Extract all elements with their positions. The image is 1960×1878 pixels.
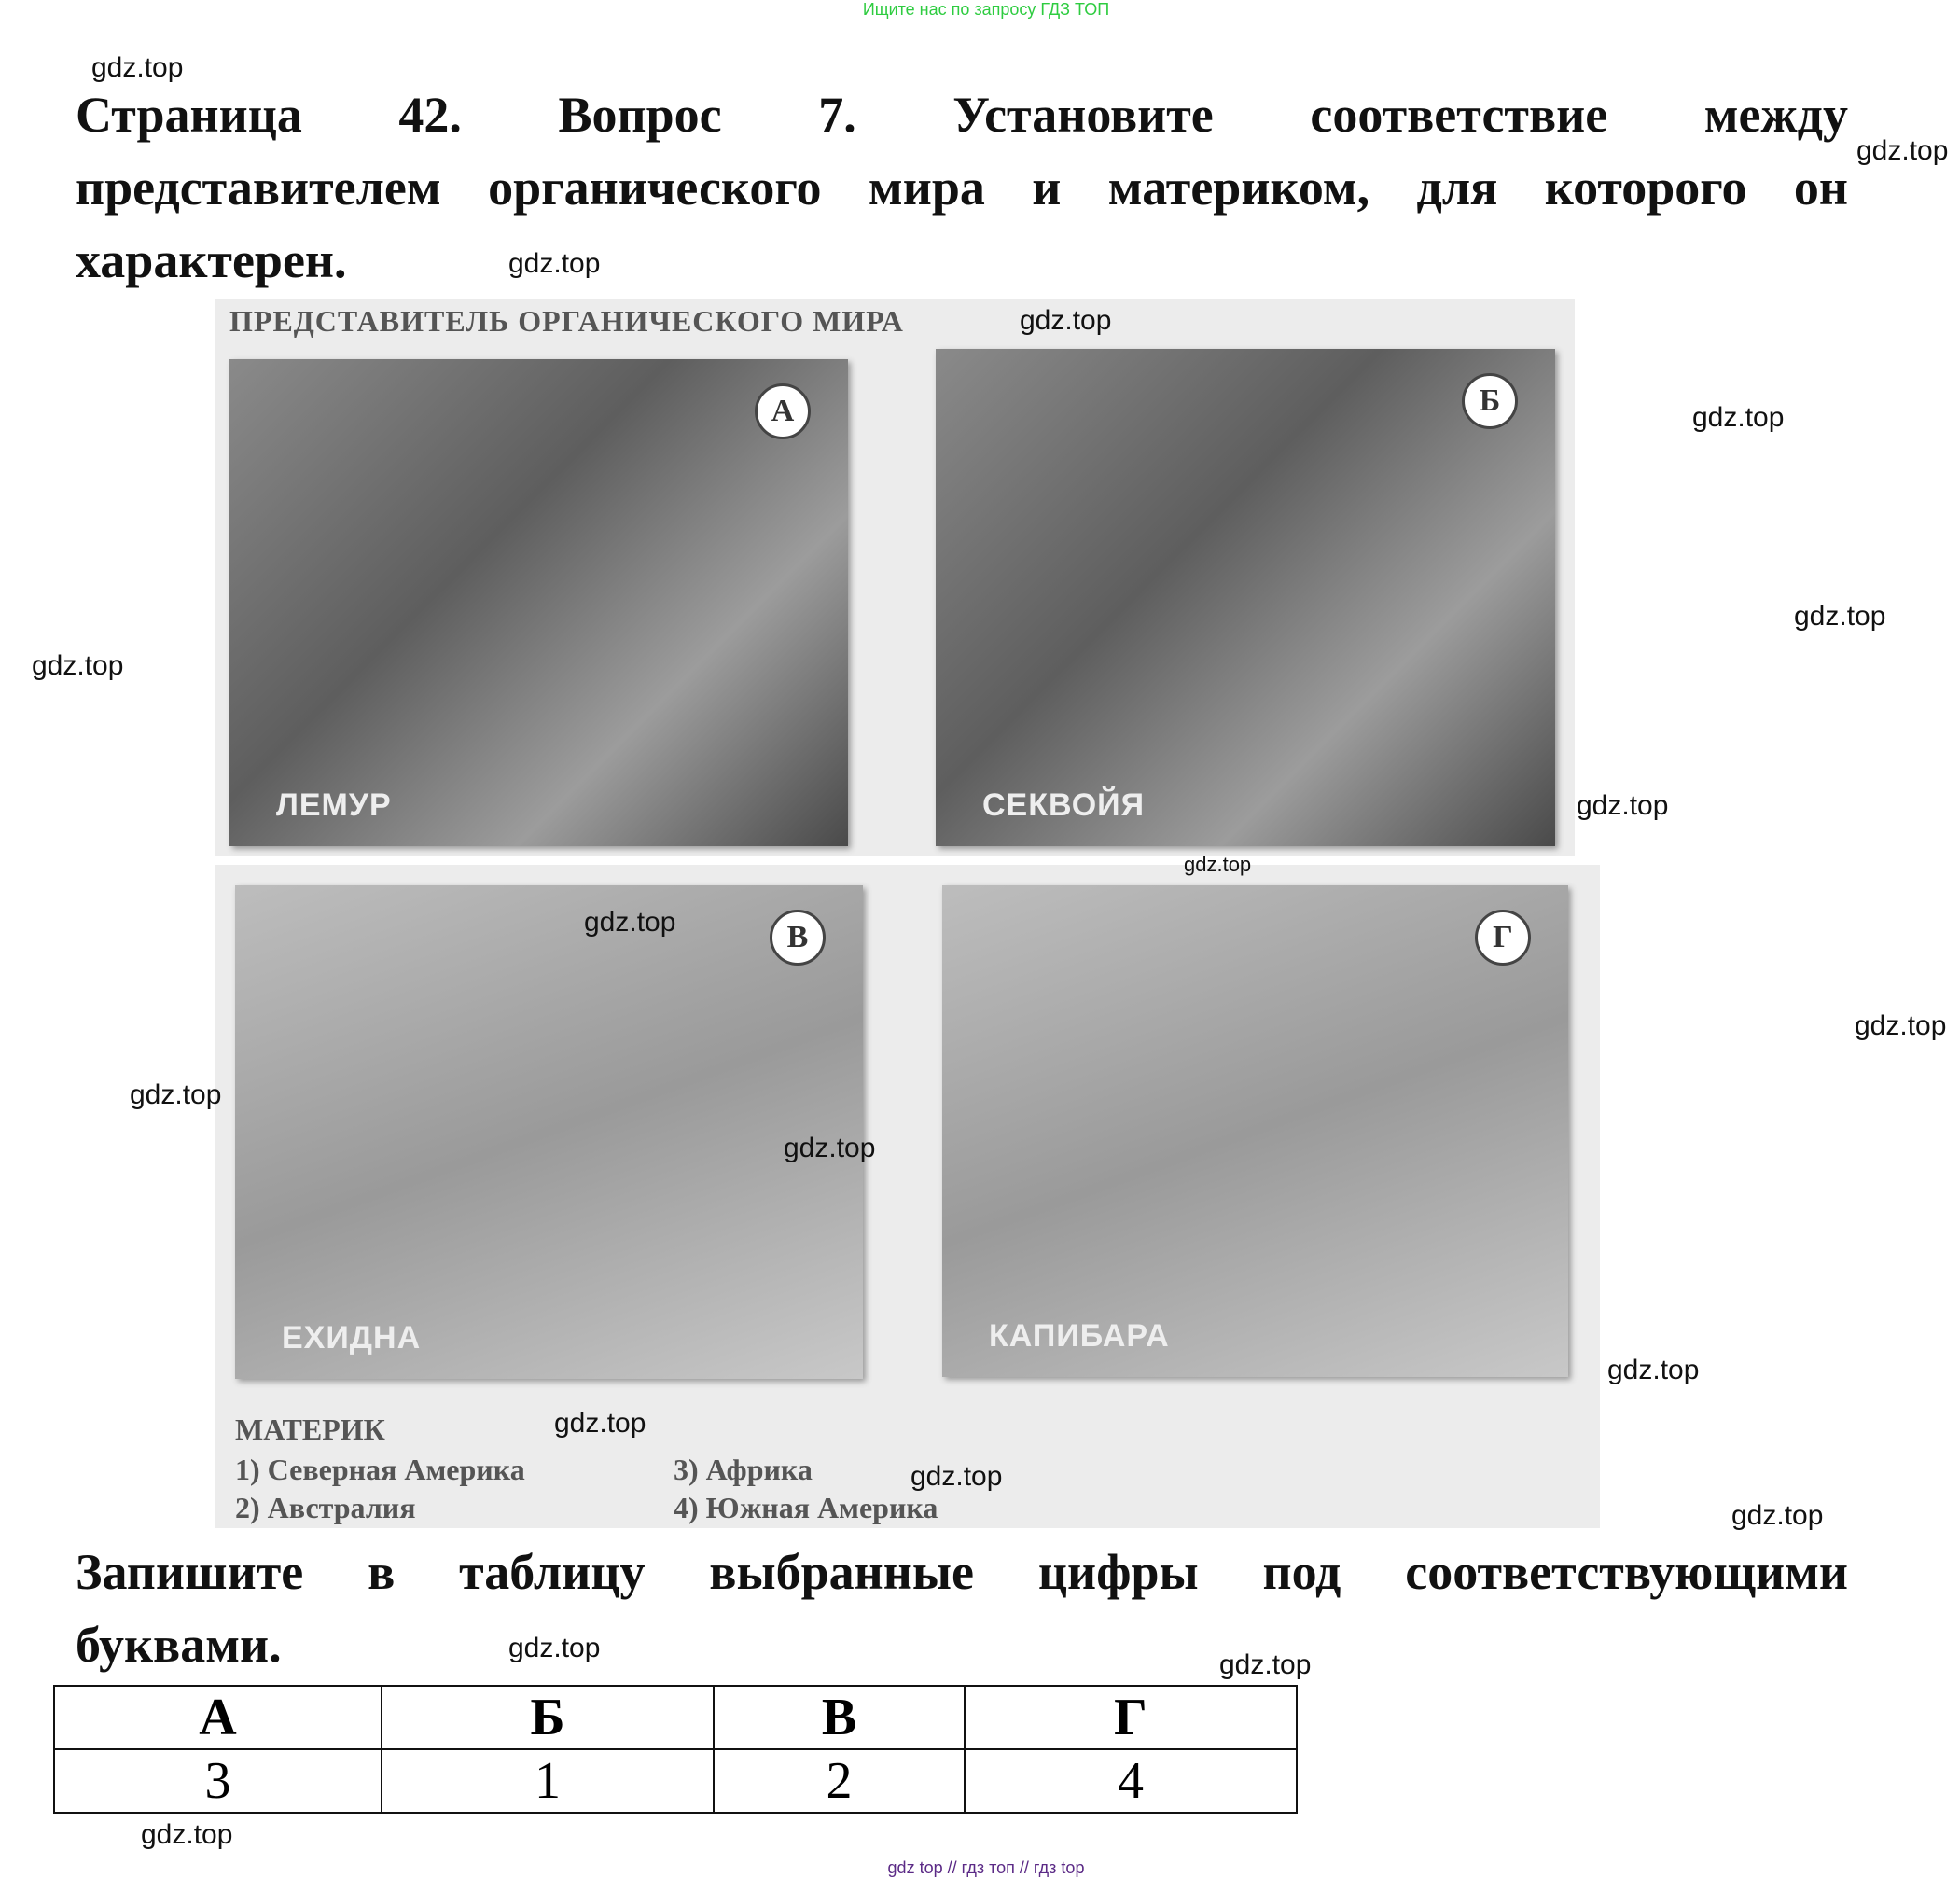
continent-4: 4) Южная Америка (674, 1491, 938, 1524)
photo-label: СЕКВОЙЯ (982, 787, 1146, 823)
top-note: Ищите нас по запросу ГДЗ ТОП (862, 0, 1110, 19)
watermark: gdz.top (1731, 1500, 1824, 1531)
figure-heading: ПРЕДСТАВИТЕЛЬ ОРГАНИЧЕСКОГО МИРА (229, 304, 904, 338)
photo-capybara: Г КАПИБАРА (942, 885, 1568, 1377)
answer-b: 1 (381, 1748, 715, 1814)
continent-3: 3) Африка (674, 1453, 813, 1486)
question-line-1: Страница 42. Вопрос 7. Установите соотве… (76, 87, 1848, 143)
continent-heading: МАТЕРИК (235, 1412, 385, 1446)
continent-2: 2) Австралия (235, 1491, 416, 1524)
watermark: gdz.top (1856, 135, 1949, 166)
header-g: Г (964, 1685, 1298, 1750)
photo-echidna: В ЕХИДНА (235, 885, 863, 1379)
watermark: gdz.top (1692, 402, 1785, 433)
footer: gdz top // гдз топ // гдз top (887, 1858, 1085, 1877)
watermark: gdz.top (1020, 305, 1112, 336)
photo-label: ЕХИДНА (282, 1320, 422, 1356)
table-row: 3 1 2 4 (53, 1748, 1298, 1814)
letter-badge: В (770, 910, 826, 966)
watermark: gdz.top (1184, 853, 1252, 876)
header-a: А (53, 1685, 382, 1750)
letter-badge: Г (1475, 910, 1531, 966)
watermark: gdz.top (1219, 1649, 1312, 1680)
watermark: gdz.top (784, 1133, 876, 1163)
answer-v: 2 (713, 1748, 966, 1814)
photo-label: КАПИБАРА (989, 1318, 1170, 1354)
watermark: gdz.top (32, 650, 124, 681)
watermark: gdz.top (1794, 601, 1886, 632)
table-header-row: А Б В Г (53, 1685, 1298, 1750)
letter-badge: Б (1462, 373, 1518, 429)
letter-badge: А (755, 383, 811, 439)
photo-label: ЛЕМУР (276, 787, 392, 823)
continent-1: 1) Северная Америка (235, 1453, 525, 1486)
instruction-line-2: буквами. (76, 1617, 282, 1673)
watermark: gdz.top (1577, 790, 1669, 821)
watermark: gdz.top (91, 52, 184, 83)
photo-sequoia: Б СЕКВОЙЯ (936, 349, 1555, 846)
header-b: Б (381, 1685, 715, 1750)
header-v: В (713, 1685, 966, 1750)
watermark: gdz.top (1855, 1010, 1947, 1041)
answer-g: 4 (964, 1748, 1298, 1814)
watermark: gdz.top (141, 1819, 233, 1850)
watermark: gdz.top (584, 907, 676, 938)
photo-lemur: А ЛЕМУР (229, 359, 848, 846)
question-line-3: характерен. (76, 232, 347, 288)
question-line-2: представителем органического мира и мате… (76, 160, 1848, 216)
watermark: gdz.top (508, 248, 601, 279)
watermark: gdz.top (130, 1079, 222, 1110)
watermark: gdz.top (910, 1461, 1003, 1492)
watermark: gdz.top (1607, 1355, 1700, 1385)
watermark: gdz.top (554, 1408, 646, 1439)
answer-table: А Б В Г 3 1 2 4 (53, 1685, 1298, 1814)
answer-a: 3 (53, 1748, 382, 1814)
watermark: gdz.top (508, 1633, 601, 1663)
instruction-line-1: Запишите в таблицу выбранные цифры под с… (76, 1544, 1848, 1600)
